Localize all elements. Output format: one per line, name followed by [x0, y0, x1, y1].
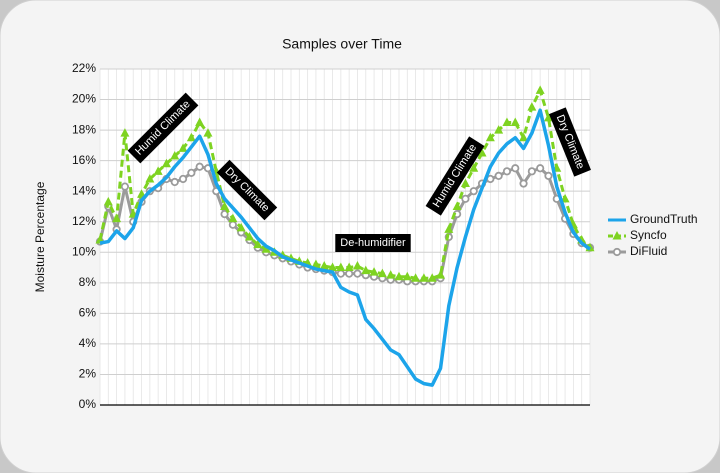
triangle-marker [311, 259, 321, 268]
series-line [99, 108, 592, 387]
triangle-marker [352, 261, 362, 270]
triangle-marker [178, 143, 188, 152]
triangle-marker [612, 231, 622, 240]
triangle-marker [336, 262, 346, 272]
triangle-marker [153, 166, 163, 175]
circle-marker [527, 167, 536, 176]
circle-marker [353, 269, 362, 278]
triangle-marker [469, 163, 479, 172]
triangle-marker [411, 273, 421, 282]
triangle-marker [361, 265, 371, 275]
triangle-marker [444, 224, 454, 233]
legend-label: Syncfo [630, 228, 667, 242]
y-tick-label: 14% [72, 183, 96, 197]
triangle-marker [369, 267, 379, 276]
y-tick-label: 22% [72, 61, 96, 75]
annotation-box [335, 234, 411, 252]
triangle-marker [236, 222, 246, 232]
triangle-marker [452, 201, 462, 210]
triangle-marker [220, 201, 230, 210]
triangle-marker [477, 148, 487, 157]
circle-marker [494, 171, 503, 181]
annotation-box [425, 136, 485, 216]
triangle-marker [460, 178, 470, 188]
annotation-box [549, 107, 591, 177]
circle-marker [469, 187, 478, 196]
annotation-box [127, 92, 199, 164]
triangle-marker [427, 273, 437, 282]
triangle-marker [543, 112, 553, 122]
triangle-marker [394, 271, 404, 281]
triangle-marker [377, 268, 387, 278]
circle-marker [336, 269, 345, 278]
y-tick-label: 2% [79, 367, 97, 381]
triangle-marker [436, 270, 446, 279]
triangle-marker [419, 273, 429, 282]
circle-marker [120, 182, 130, 191]
circle-marker [612, 247, 622, 257]
circle-marker [187, 168, 196, 177]
triangle-marker [145, 173, 155, 183]
triangle-marker [228, 213, 238, 223]
triangle-marker [319, 261, 329, 270]
circle-marker [195, 162, 204, 171]
chart-title: Samples over Time [282, 36, 402, 52]
circle-marker [461, 194, 470, 203]
legend-label: GroundTruth [630, 212, 698, 226]
triangle-marker [519, 132, 529, 142]
triangle-marker [386, 270, 396, 279]
y-tick-label: 6% [79, 306, 97, 320]
circle-marker [519, 179, 528, 188]
y-tick-label: 20% [72, 92, 96, 106]
y-tick-label: 8% [79, 275, 97, 289]
circle-marker [170, 177, 179, 187]
triangle-marker [510, 117, 520, 126]
triangle-marker [161, 158, 171, 168]
y-tick-label: 4% [79, 336, 97, 350]
triangle-marker [170, 151, 180, 160]
circle-marker [544, 171, 553, 181]
circle-marker [345, 269, 354, 278]
y-axis-label: Moisture Percentage [33, 181, 47, 292]
triangle-marker [103, 196, 113, 206]
annotation: De-humidifier [335, 234, 411, 252]
triangle-marker [253, 239, 263, 249]
triangle-marker [261, 244, 271, 253]
triangle-marker [203, 128, 213, 137]
triangle-marker [186, 132, 196, 142]
triangle-marker [195, 117, 205, 126]
circle-marker [178, 174, 188, 184]
triangle-marker [112, 213, 122, 223]
triangle-marker [344, 262, 354, 272]
y-tick-label: 10% [72, 244, 96, 258]
triangle-marker [502, 117, 512, 126]
annotation-text: De-humidifier [340, 237, 406, 249]
circle-marker [228, 220, 237, 229]
annotation-box [216, 159, 278, 221]
circle-marker [536, 164, 545, 173]
legend-label: DiFluid [630, 244, 667, 258]
circle-marker [220, 209, 229, 219]
series-0 [99, 108, 592, 387]
circle-marker [502, 167, 512, 176]
triangle-marker [328, 262, 338, 272]
y-tick-label: 18% [72, 122, 96, 136]
y-tick-label: 16% [72, 153, 96, 167]
triangle-marker [120, 128, 130, 137]
triangle-marker [485, 132, 495, 142]
y-tick-label: 12% [72, 214, 96, 228]
y-tick-label: 0% [79, 397, 97, 411]
triangle-marker [402, 271, 412, 281]
triangle-marker [244, 232, 254, 241]
triangle-marker [527, 102, 537, 111]
circle-marker [511, 164, 520, 173]
triangle-marker [494, 125, 504, 134]
triangle-marker [535, 85, 545, 94]
